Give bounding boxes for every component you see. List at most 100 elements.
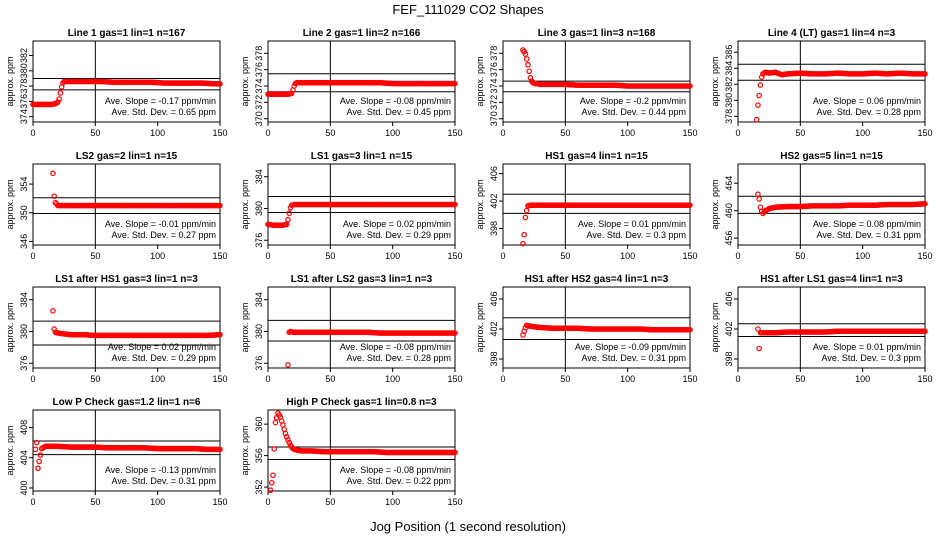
panel-title: High P Check gas=1 lin=0.8 n=3 xyxy=(286,397,437,408)
x-tick-label: 0 xyxy=(265,128,270,138)
x-tick-label: 0 xyxy=(735,128,740,138)
data-point xyxy=(57,90,64,96)
y-tick-label: 376 xyxy=(254,356,264,371)
plot-frame xyxy=(32,286,221,369)
x-tick-label: 150 xyxy=(447,128,462,138)
x-tick-label: 50 xyxy=(90,128,100,138)
y-tick-label: 378 xyxy=(489,46,499,61)
panel-12: HS1 after LS1 gas=4 lin=1 n=3 0 50 100 150 39… xyxy=(710,274,933,384)
x-tick-label: 50 xyxy=(795,251,805,261)
y-tick-label: 404 xyxy=(19,450,29,465)
x-tick-label: 0 xyxy=(265,497,270,507)
y-axis-label: approx. ppm xyxy=(5,179,15,229)
y-tick-label: 402 xyxy=(724,321,734,336)
panel-7: HS1 gas=4 lin=1 n=15 0 50 100 150 398 402 406 ap… xyxy=(475,151,698,261)
y-tick-label: 464 xyxy=(724,176,734,191)
y-tick-label: 372 xyxy=(489,95,499,110)
slope-annotation: Ave. Slope = -0.08 ppm/min xyxy=(340,342,451,352)
x-tick-label: 100 xyxy=(385,251,400,261)
data-point xyxy=(286,210,292,217)
data-point xyxy=(55,99,61,105)
y-tick-label: 352 xyxy=(254,480,264,495)
x-tick-label: 50 xyxy=(795,128,805,138)
std-annotation: Ave. Std. Dev. = 0.65 ppm xyxy=(112,107,216,117)
y-tick-label: 398 xyxy=(489,351,499,366)
figure-title: FEF_111029 CO2 Shapes xyxy=(392,2,544,17)
panel-title: Low P Check gas=1.2 lin=1 n=6 xyxy=(53,397,201,408)
y-tick-label: 456 xyxy=(724,231,734,246)
y-tick-label: 376 xyxy=(254,233,264,248)
data-point xyxy=(217,202,223,209)
y-axis-label: approx. ppm xyxy=(475,179,485,229)
panel-11: HS1 after HS2 gas=4 lin=1 n=3 0 50 100 150 39… xyxy=(475,274,698,384)
data-point xyxy=(286,439,292,446)
panel-title: HS2 gas=5 lin=1 n=15 xyxy=(780,151,883,162)
data-point xyxy=(452,449,458,456)
y-axis-label: approx. ppm xyxy=(710,56,720,106)
panel-title: Line 2 gas=1 lin=2 n=166 xyxy=(303,28,421,39)
y-tick-label: 384 xyxy=(724,61,734,76)
x-tick-label: 100 xyxy=(150,128,165,138)
x-tick-label: 100 xyxy=(855,128,870,138)
x-tick-label: 50 xyxy=(560,374,570,384)
slope-annotation: Ave. Slope = -0.08 ppm/min xyxy=(340,96,451,106)
x-tick-label: 100 xyxy=(855,374,870,384)
y-axis-label: approx. ppm xyxy=(240,179,250,229)
data-point xyxy=(687,202,693,208)
y-tick-label: 402 xyxy=(489,194,499,209)
data-point xyxy=(756,196,762,202)
data-point xyxy=(288,90,295,97)
data-point xyxy=(756,345,762,352)
data-point xyxy=(522,214,529,221)
data-point xyxy=(217,446,223,453)
x-tick-label: 0 xyxy=(500,128,505,138)
panel-title: LS1 after LS2 gas=3 lin=1 n=3 xyxy=(291,274,433,285)
x-tick-label: 0 xyxy=(735,374,740,384)
x-tick-label: 0 xyxy=(30,374,35,384)
y-tick-label: 346 xyxy=(19,234,29,249)
data-point xyxy=(270,472,276,479)
panel-13: Low P Check gas=1.2 lin=1 n=6 0 50 100 150 40… xyxy=(5,397,228,507)
panel-title: HS1 after LS1 gas=4 lin=1 n=3 xyxy=(760,274,903,285)
data-point xyxy=(753,116,760,123)
y-tick-label: 382 xyxy=(724,77,734,92)
y-tick-label: 380 xyxy=(724,93,734,108)
slope-annotation: Ave. Slope = 0.08 ppm/min xyxy=(813,219,921,229)
data-point xyxy=(285,437,291,443)
std-annotation: Ave. Std. Dev. = 0.3 ppm xyxy=(822,353,921,363)
data-point xyxy=(755,102,761,108)
x-tick-label: 50 xyxy=(90,251,100,261)
x-tick-label: 150 xyxy=(917,374,932,384)
data-point xyxy=(36,458,43,465)
y-tick-label: 398 xyxy=(724,351,734,366)
data-point xyxy=(525,61,531,68)
std-annotation: Ave. Std. Dev. = 0.3 ppm xyxy=(587,230,686,240)
data-point xyxy=(33,439,40,446)
x-tick-label: 150 xyxy=(917,128,932,138)
x-tick-label: 50 xyxy=(90,374,100,384)
y-tick-label: 460 xyxy=(724,203,734,218)
panel-title: HS1 after HS2 gas=4 lin=1 n=3 xyxy=(525,274,669,285)
y-axis-label: approx. ppm xyxy=(240,56,250,106)
slope-annotation: Ave. Slope = -0.17 ppm/min xyxy=(105,96,216,106)
y-tick-label: 380 xyxy=(19,63,29,78)
x-tick-label: 50 xyxy=(90,497,100,507)
data-point xyxy=(922,201,928,207)
x-tick-label: 150 xyxy=(212,251,227,261)
x-tick-label: 150 xyxy=(682,128,697,138)
data-point xyxy=(281,426,288,433)
x-tick-label: 50 xyxy=(325,497,335,507)
x-tick-label: 100 xyxy=(620,251,635,261)
x-tick-label: 150 xyxy=(212,128,227,138)
data-point xyxy=(452,330,458,336)
data-point xyxy=(282,430,289,437)
y-tick-label: 378 xyxy=(19,79,29,94)
data-point xyxy=(51,326,57,332)
data-point xyxy=(285,362,291,368)
data-point xyxy=(452,80,458,87)
slope-annotation: Ave. Slope = 0.01 ppm/min xyxy=(578,219,686,229)
x-tick-label: 150 xyxy=(682,374,697,384)
data-point xyxy=(687,326,693,333)
y-tick-label: 400 xyxy=(19,480,29,495)
